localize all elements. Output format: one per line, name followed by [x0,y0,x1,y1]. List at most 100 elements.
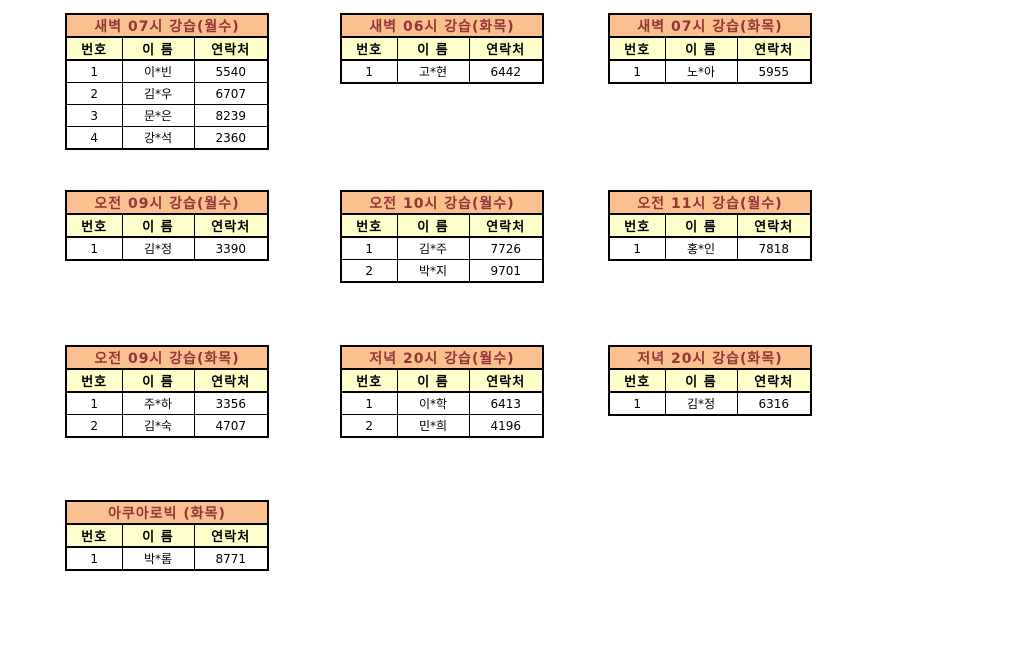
col-header-name: 이 름 [664,36,738,61]
table-row: 4 강*석 2360 [65,126,269,150]
table-row: 1 김*정 6316 [608,391,812,416]
table-row: 1 홍*인 7818 [608,236,812,261]
cell-number: 2 [340,259,398,283]
cell-contact: 3390 [193,236,269,261]
col-header-contact: 연락처 [468,213,544,238]
table-row: 2 박*지 9701 [340,259,544,283]
schedule-table: 새벽 07시 강습(월수) 번호 이 름 연락처 1 이*빈 5540 2 김*우 670… [65,13,269,150]
cell-number: 2 [340,414,398,438]
cell-contact: 9701 [468,259,544,283]
cell-contact: 8771 [193,546,269,571]
table-title: 오전 09시 강습(월수) [65,190,269,215]
table-title-row: 아쿠아로빅 (화목) [65,500,269,525]
table-header-row: 번호 이 름 연락처 [340,213,544,238]
table-header-row: 번호 이 름 연락처 [608,368,812,393]
cell-name: 민*희 [396,414,470,438]
col-header-number: 번호 [65,213,123,238]
table-row: 1 주*하 3356 [65,391,269,415]
col-header-number: 번호 [65,368,123,393]
table-row: 1 이*빈 5540 [65,59,269,83]
table-row: 2 민*희 4196 [340,414,544,438]
table-title-row: 새벽 07시 강습(월수) [65,13,269,38]
col-header-name: 이 름 [121,368,195,393]
schedule-table: 오전 09시 강습(월수) 번호 이 름 연락처 1 김*정 3390 [65,190,269,261]
col-header-contact: 연락처 [468,368,544,393]
col-header-number: 번호 [340,36,398,61]
table-title: 새벽 07시 강습(화목) [608,13,812,38]
table-title-row: 저녁 20시 강습(월수) [340,345,544,370]
col-header-contact: 연락처 [193,368,269,393]
cell-name: 김*정 [121,236,195,261]
cell-name: 노*아 [664,59,738,84]
table-title-row: 오전 10시 강습(월수) [340,190,544,215]
col-header-number: 번호 [65,523,123,548]
col-header-contact: 연락처 [193,213,269,238]
cell-name: 주*하 [121,391,195,415]
cell-name: 강*석 [121,126,195,150]
table-header-row: 번호 이 름 연락처 [340,368,544,393]
cell-name: 홍*인 [664,236,738,261]
table-title-row: 오전 11시 강습(월수) [608,190,812,215]
col-header-contact: 연락처 [736,213,812,238]
cell-number: 1 [65,391,123,415]
table-title-row: 새벽 06시 강습(화목) [340,13,544,38]
col-header-name: 이 름 [396,368,470,393]
schedule-table: 저녁 20시 강습(월수) 번호 이 름 연락처 1 이*학 6413 2 민*희 419… [340,345,544,438]
cell-contact: 2360 [193,126,269,150]
table-title: 새벽 06시 강습(화목) [340,13,544,38]
cell-number: 1 [65,59,123,83]
table-title: 저녁 20시 강습(월수) [340,345,544,370]
cell-number: 1 [608,236,666,261]
cell-number: 1 [340,236,398,260]
table-header-row: 번호 이 름 연락처 [608,213,812,238]
cell-name: 김*정 [664,391,738,416]
table-title: 새벽 07시 강습(월수) [65,13,269,38]
col-header-name: 이 름 [396,213,470,238]
col-header-number: 번호 [340,213,398,238]
col-header-contact: 연락처 [193,523,269,548]
cell-name: 문*은 [121,104,195,127]
cell-name: 고*현 [396,59,470,84]
cell-contact: 5540 [193,59,269,83]
cell-name: 박*지 [396,259,470,283]
col-header-contact: 연락처 [193,36,269,61]
col-header-contact: 연락처 [736,36,812,61]
schedule-table: 오전 11시 강습(월수) 번호 이 름 연락처 1 홍*인 7818 [608,190,812,261]
table-header-row: 번호 이 름 연락처 [65,36,269,61]
col-header-name: 이 름 [396,36,470,61]
col-header-name: 이 름 [121,213,195,238]
cell-contact: 6413 [468,391,544,415]
cell-contact: 4707 [193,414,269,438]
schedule-table: 오전 09시 강습(화목) 번호 이 름 연락처 1 주*하 3356 2 김*숙 470… [65,345,269,438]
table-row: 2 김*숙 4707 [65,414,269,438]
cell-name: 김*주 [396,236,470,260]
col-header-contact: 연락처 [468,36,544,61]
cell-contact: 6316 [736,391,812,416]
cell-number: 2 [65,414,123,438]
cell-number: 4 [65,126,123,150]
cell-contact: 4196 [468,414,544,438]
cell-number: 1 [340,391,398,415]
cell-number: 1 [65,546,123,571]
col-header-number: 번호 [608,368,666,393]
col-header-number: 번호 [608,36,666,61]
cell-number: 1 [608,59,666,84]
col-header-contact: 연락처 [736,368,812,393]
col-header-number: 번호 [340,368,398,393]
table-header-row: 번호 이 름 연락처 [608,36,812,61]
cell-number: 1 [608,391,666,416]
col-header-number: 번호 [65,36,123,61]
cell-number: 3 [65,104,123,127]
schedule-table: 새벽 06시 강습(화목) 번호 이 름 연락처 1 고*현 6442 [340,13,544,84]
table-title-row: 새벽 07시 강습(화목) [608,13,812,38]
table-header-row: 번호 이 름 연락처 [65,368,269,393]
cell-name: 이*빈 [121,59,195,83]
cell-contact: 6707 [193,82,269,105]
cell-contact: 7818 [736,236,812,261]
cell-contact: 8239 [193,104,269,127]
cell-name: 김*숙 [121,414,195,438]
cell-name: 이*학 [396,391,470,415]
cell-number: 1 [65,236,123,261]
col-header-name: 이 름 [121,36,195,61]
table-header-row: 번호 이 름 연락처 [340,36,544,61]
